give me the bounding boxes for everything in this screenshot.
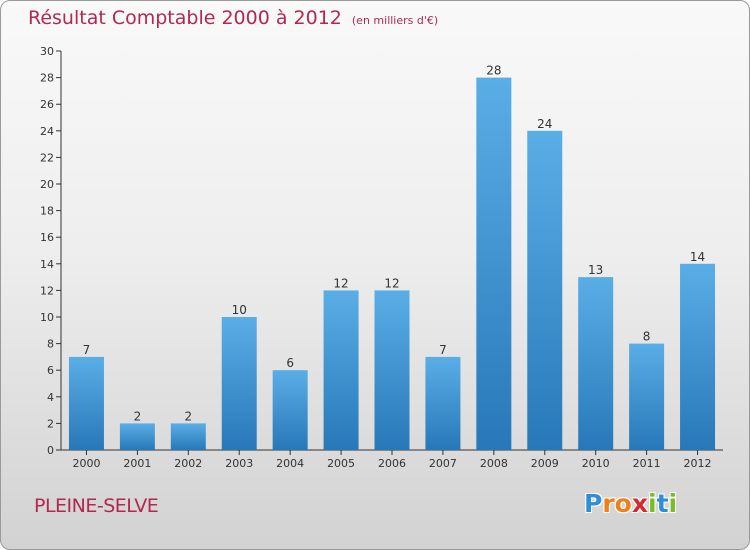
y-tick-label: 30 bbox=[40, 45, 54, 58]
y-tick-label: 28 bbox=[40, 72, 54, 85]
value-label-2010: 13 bbox=[588, 263, 603, 277]
bar-2007[interactable] bbox=[425, 356, 461, 450]
bar-2009[interactable] bbox=[527, 130, 563, 451]
value-label-2000: 7 bbox=[83, 343, 91, 357]
y-tick-label: 8 bbox=[47, 338, 54, 351]
bar-2006[interactable] bbox=[374, 290, 410, 450]
x-tick-label: 2011 bbox=[633, 457, 661, 470]
logo-letter: o bbox=[614, 489, 632, 518]
x-tick-label: 2008 bbox=[480, 457, 508, 470]
bar-2003[interactable] bbox=[221, 317, 257, 450]
x-tick-label: 2005 bbox=[327, 457, 355, 470]
value-label-2012: 14 bbox=[690, 250, 705, 264]
x-tick-label: 2004 bbox=[276, 457, 304, 470]
y-tick-label: 4 bbox=[47, 391, 54, 404]
x-tick-label: 2002 bbox=[174, 457, 202, 470]
bar-2010[interactable] bbox=[578, 277, 614, 450]
x-tick-label: 2009 bbox=[531, 457, 559, 470]
value-label-2004: 6 bbox=[286, 356, 294, 370]
value-label-2008: 28 bbox=[486, 64, 501, 78]
logo-letter: i bbox=[648, 489, 657, 518]
value-label-2009: 24 bbox=[537, 117, 552, 131]
value-label-2001: 2 bbox=[134, 409, 142, 423]
logo-letter: i bbox=[668, 489, 678, 518]
x-tick-label: 2001 bbox=[123, 457, 151, 470]
y-tick-label: 12 bbox=[40, 284, 54, 297]
value-label-2006: 12 bbox=[384, 276, 399, 290]
y-tick-label: 6 bbox=[47, 364, 54, 377]
commune-name: PLEINE-SELVE bbox=[34, 495, 159, 517]
bar-2004[interactable] bbox=[272, 370, 308, 450]
y-tick-label: 22 bbox=[40, 151, 54, 164]
bar-2011[interactable] bbox=[629, 343, 665, 450]
bar-series: 7 2 2 10 6 12 12 7 28 24 13 8 14 bbox=[68, 64, 716, 451]
value-label-2003: 10 bbox=[232, 303, 247, 317]
proxiti-logo[interactable]: Proxiti bbox=[584, 489, 677, 518]
y-tick-label: 20 bbox=[40, 178, 54, 191]
y-tick-label: 10 bbox=[40, 311, 54, 324]
bar-2005[interactable] bbox=[323, 290, 359, 450]
x-tick-label: 2000 bbox=[72, 457, 100, 470]
chart-title: Résultat Comptable 2000 à 2012 bbox=[28, 7, 342, 29]
bar-2000[interactable] bbox=[68, 356, 104, 450]
chart-title-block: Résultat Comptable 2000 à 2012 (en millie… bbox=[28, 7, 438, 29]
x-tick-label: 2006 bbox=[378, 457, 406, 470]
bar-2008[interactable] bbox=[476, 77, 512, 450]
logo-letter: t bbox=[656, 489, 669, 518]
y-tick-label: 0 bbox=[47, 444, 54, 457]
bar-2012[interactable] bbox=[680, 263, 716, 450]
x-tick-label: 2010 bbox=[582, 457, 610, 470]
x-tick-label: 2003 bbox=[225, 457, 253, 470]
logo-letter: r bbox=[602, 489, 615, 518]
x-axis: 2000 2001 2002 2003 2004 2005 2006 2007 2008 2009… bbox=[61, 449, 723, 470]
logo-letter: P bbox=[584, 489, 603, 518]
x-tick-label: 2007 bbox=[429, 457, 457, 470]
value-label-2011: 8 bbox=[643, 330, 651, 344]
value-label-2007: 7 bbox=[439, 343, 447, 357]
x-tick-label: 2012 bbox=[684, 457, 712, 470]
logo-letter: x bbox=[631, 489, 648, 518]
y-tick-label: 26 bbox=[40, 98, 54, 111]
value-label-2002: 2 bbox=[184, 409, 192, 423]
bar-2001[interactable] bbox=[119, 423, 155, 450]
y-tick-label: 14 bbox=[40, 258, 54, 271]
value-label-2005: 12 bbox=[333, 276, 348, 290]
y-tick-label: 18 bbox=[40, 205, 54, 218]
y-tick-label: 2 bbox=[47, 417, 54, 430]
y-tick-label: 24 bbox=[40, 125, 54, 138]
bar-2002[interactable] bbox=[170, 423, 206, 450]
chart-unit-subtitle: (en milliers d'€) bbox=[351, 14, 439, 27]
y-tick-label: 16 bbox=[40, 231, 54, 244]
